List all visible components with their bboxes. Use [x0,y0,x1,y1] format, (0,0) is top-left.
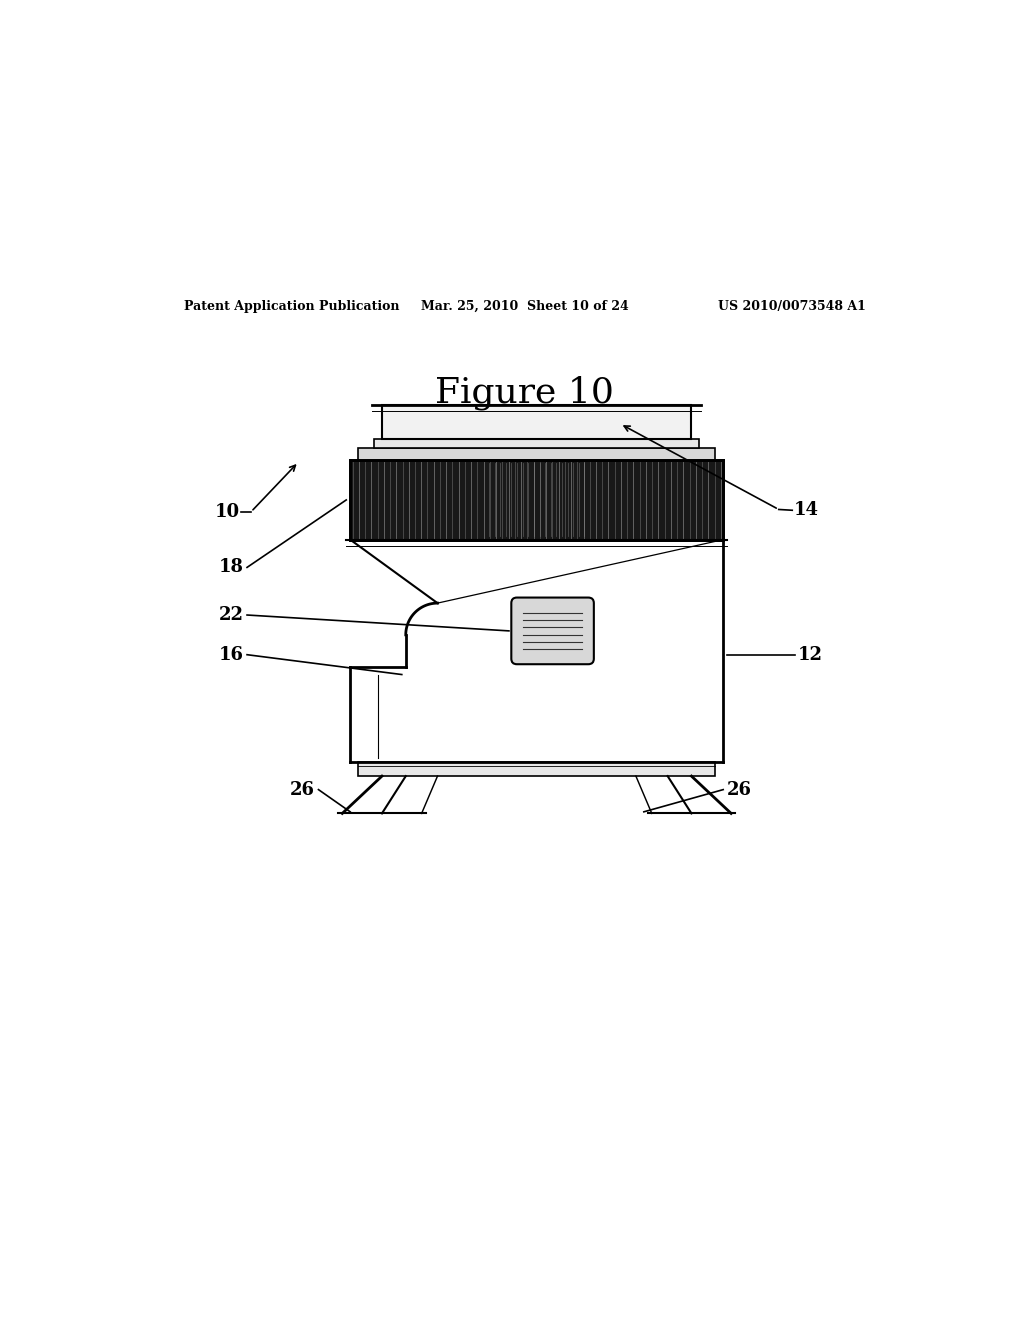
Text: Figure 10: Figure 10 [435,376,614,411]
Text: 10: 10 [215,503,240,521]
FancyBboxPatch shape [511,598,594,664]
Bar [358,449,715,461]
Text: 12: 12 [798,645,823,664]
Text: Mar. 25, 2010  Sheet 10 of 24: Mar. 25, 2010 Sheet 10 of 24 [421,300,629,313]
Text: 26: 26 [290,780,315,799]
Text: 22: 22 [219,606,244,624]
Text: 16: 16 [219,645,244,664]
Bar [374,438,699,449]
Bar [350,461,723,540]
Text: Patent Application Publication: Patent Application Publication [183,300,399,313]
Text: 26: 26 [727,780,752,799]
Bar [382,405,691,438]
Text: US 2010/0073548 A1: US 2010/0073548 A1 [718,300,866,313]
Bar [358,762,715,776]
Text: 18: 18 [219,558,244,577]
Text: 14: 14 [794,502,819,519]
